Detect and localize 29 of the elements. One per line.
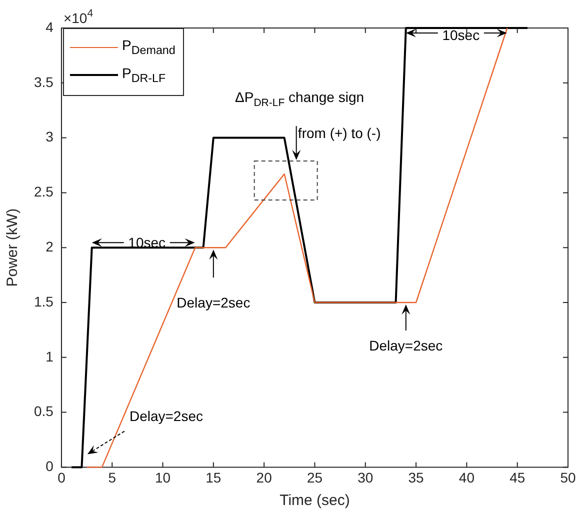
annotation: from (+) to (-) (298, 124, 381, 141)
x-tick-label: 45 (510, 469, 526, 486)
y-tick-label: 4 (46, 18, 54, 35)
y-axis-title: Power (kW) (4, 208, 22, 287)
y-tick-label: 1.5 (34, 293, 54, 310)
y-tick-label: 3.5 (34, 74, 54, 90)
y-tick-label: 3 (46, 128, 54, 145)
y-tick-label: 1 (46, 348, 54, 364)
x-tick-label: 0 (58, 469, 66, 486)
x-tick-label: 10 (154, 469, 171, 486)
x-tick-label: 5 (108, 469, 116, 486)
legend-label: P$_{Demand}$ (122, 37, 176, 57)
y-tick-label: 2 (46, 238, 54, 254)
y-tick-label: 0 (46, 458, 54, 474)
x-tick-label: 30 (358, 469, 374, 486)
annotation: Delay=2sec (129, 408, 204, 424)
x-tick-label: 20 (256, 469, 272, 486)
x-tick-label: 25 (306, 469, 323, 486)
annotation: 10sec (442, 26, 480, 43)
x-tick-label: 50 (560, 469, 576, 486)
y-tick-label: 0.5 (34, 403, 54, 420)
annotation: Delay=2sec (369, 337, 443, 354)
annotation: Delay=2sec (176, 294, 250, 310)
x-axis-title: Time (sec) (280, 492, 350, 510)
x-tick-label: 35 (408, 469, 424, 486)
x-tick-label: 40 (458, 469, 475, 486)
y-tick-label: 2.5 (34, 184, 54, 200)
x-tick-label: 15 (206, 469, 222, 486)
legend-label: P$_{DR-LF}$ (122, 65, 166, 85)
